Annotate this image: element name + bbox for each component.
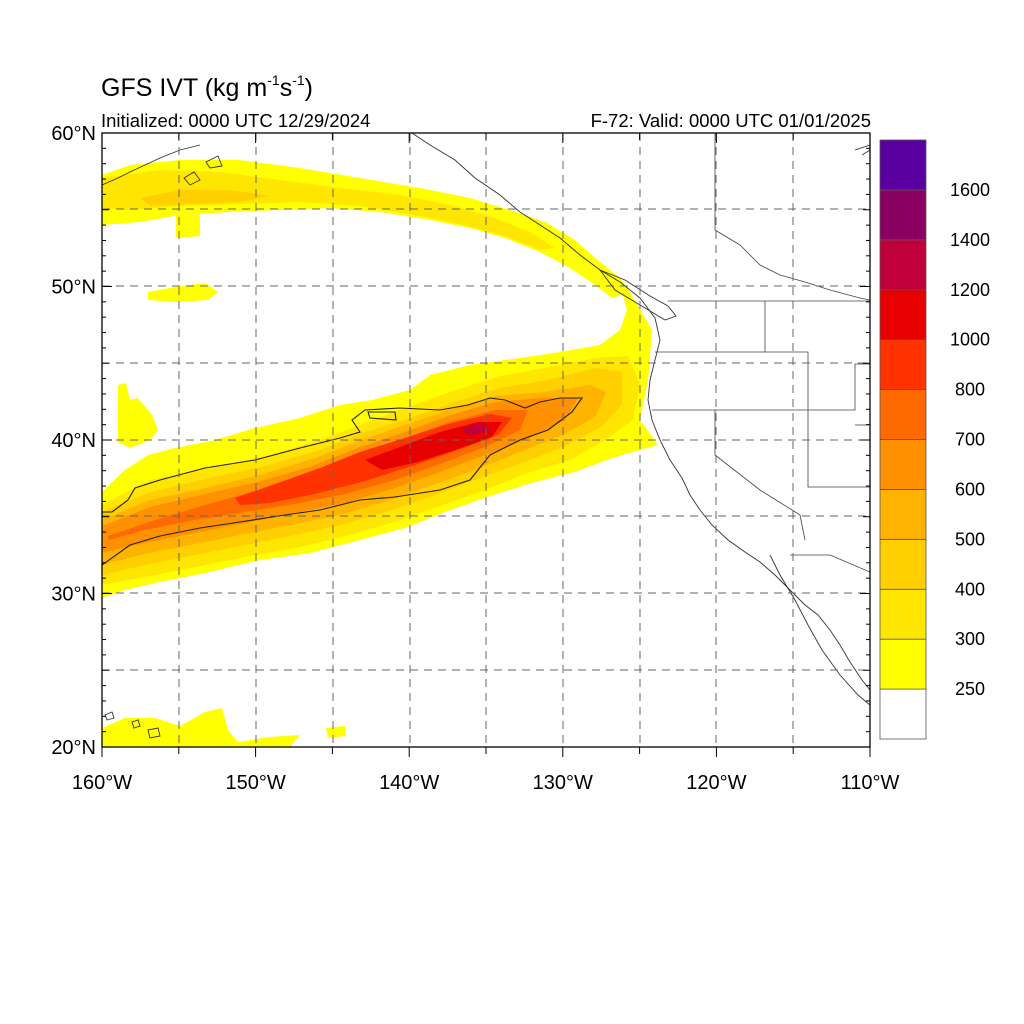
ivt-250-patch [176, 214, 200, 238]
ivt-contour-line [102, 397, 584, 566]
ivt-contours [102, 397, 584, 566]
island-outline [854, 144, 870, 156]
state-boundary [807, 410, 870, 488]
graticule [102, 133, 870, 747]
baja-peninsula [769, 554, 870, 706]
y-tick-label: 60°N [51, 123, 96, 145]
island-outline [183, 171, 201, 186]
y-axis-labels: 20°N 30°N 40°N 50°N 60°N [51, 123, 96, 759]
state-boundary [652, 363, 870, 411]
us-mexico-border [790, 554, 870, 573]
y-tick-label: 20°N [51, 737, 96, 759]
colorbar-label: 400 [955, 579, 985, 599]
west-coast-coastline [411, 133, 870, 691]
colorbar-swatch [879, 439, 927, 490]
colorbar-label: 600 [955, 479, 985, 499]
colorbar-label: 1400 [950, 230, 990, 250]
axis-ticks [101, 132, 871, 757]
colorbar-swatch [879, 538, 927, 590]
colorbar-label: 1200 [950, 280, 990, 300]
colorbar-swatch [879, 688, 927, 740]
state-boundary [765, 351, 809, 410]
vancouver-island [598, 268, 677, 321]
ivt-250-patch [118, 383, 158, 448]
x-axis-labels: 160°W 150°W 140°W 130°W 120°W 110°W [72, 772, 900, 794]
y-tick-label: 40°N [51, 430, 96, 452]
ivt-field [102, 160, 658, 747]
colorbar-label: 800 [955, 380, 985, 400]
map-title: GFS IVT (kg m-1s-1) [101, 72, 313, 102]
colorbar-swatch [879, 489, 927, 540]
valid-time-label: F-72: Valid: 0000 UTC 01/01/2025 [590, 110, 871, 131]
x-tick-label: 140°W [379, 772, 439, 794]
colorbar-swatch [879, 339, 927, 390]
alaska-canada-border [714, 133, 870, 301]
y-tick-label: 30°N [51, 584, 96, 606]
colorbar-label: 1600 [950, 180, 990, 200]
ivt-1000-region [365, 422, 502, 470]
island-outline [205, 155, 223, 169]
x-tick-label: 110°W [841, 772, 900, 794]
colorbar-swatch [879, 189, 927, 241]
state-boundary [714, 410, 806, 541]
colorbar-swatch [879, 239, 927, 291]
colorbar-swatch [879, 588, 927, 640]
colorbar-label: 500 [955, 529, 985, 549]
ivt-400-region-north [140, 190, 270, 206]
colorbar-label: 300 [955, 629, 985, 649]
ivt-1200-region [462, 423, 490, 436]
state-boundary [655, 301, 766, 353]
ivt-250-patch [326, 726, 346, 738]
x-tick-label: 130°W [533, 772, 593, 794]
colorbar-label: 1000 [950, 330, 990, 350]
hawaii-islands [104, 711, 161, 739]
x-tick-label: 160°W [72, 772, 132, 794]
ivt-250-patch [102, 708, 300, 747]
borders [652, 133, 870, 573]
colorbar-swatch [879, 139, 927, 191]
init-time-label: Initialized: 0000 UTC 12/29/2024 [101, 110, 371, 131]
colorbar-label: 250 [955, 679, 985, 699]
alaska-coast [102, 144, 201, 186]
y-tick-label: 50°N [51, 277, 96, 299]
x-tick-label: 150°W [225, 772, 285, 794]
colorbar-swatch [879, 389, 927, 440]
colorbar-swatch [879, 289, 927, 341]
colorbar-swatch [879, 638, 927, 690]
coastlines [102, 133, 870, 739]
colorbar-label: 700 [955, 430, 985, 450]
ivt-250-patch [148, 283, 218, 302]
ivt-contour-line [367, 411, 397, 421]
x-tick-label: 120°W [686, 772, 746, 794]
colorbar: 250 300 400 500 600 700 800 1000 1200 1400 1600 [879, 139, 990, 740]
